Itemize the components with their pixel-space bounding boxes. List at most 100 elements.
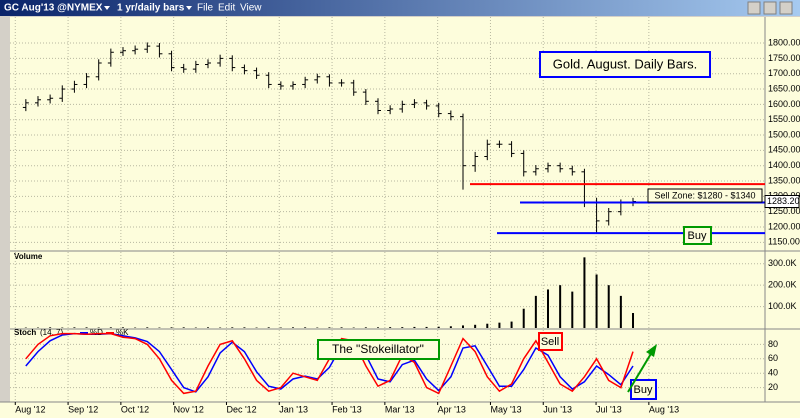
volume-bar — [304, 327, 307, 328]
y-tick-label: 1200.00 — [768, 221, 800, 231]
y-tick-label: 300.0K — [768, 258, 797, 268]
y-tick-label: 1500.00 — [768, 129, 800, 139]
y-tick-label: 1350.00 — [768, 175, 800, 185]
volume-bar — [376, 327, 379, 328]
y-tick-label: 100.0K — [768, 301, 797, 311]
y-tick-label: 60 — [768, 353, 778, 363]
last-price-label: 1283.20 — [767, 196, 800, 206]
panel-params: (14, 7) — [40, 328, 63, 337]
volume-bar — [559, 285, 562, 328]
period[interactable]: 1 yr/daily bars — [117, 3, 185, 14]
volume-bar — [231, 327, 234, 328]
y-tick-label: 1750.00 — [768, 53, 800, 63]
annotation-box — [630, 379, 657, 400]
volume-bar — [146, 327, 149, 328]
volume-bar — [498, 322, 501, 328]
x-tick-label: Aug '12 — [15, 404, 45, 414]
volume-bar — [607, 285, 610, 328]
volume-bar — [534, 295, 537, 328]
x-axis-area — [0, 402, 800, 418]
y-tick-label: 1600.00 — [768, 99, 800, 109]
volume-bar — [583, 257, 586, 328]
y-tick-label: 1150.00 — [768, 237, 800, 247]
x-tick-label: Aug '13 — [649, 404, 679, 414]
symbol[interactable]: GC Aug'13 @NYMEX — [4, 3, 103, 14]
volume-bar — [73, 327, 76, 328]
arrow — [627, 351, 653, 393]
dropdown-arrow[interactable] — [186, 6, 192, 10]
menu-item[interactable]: Edit — [218, 3, 235, 14]
menu-item[interactable]: View — [240, 3, 262, 14]
annotation-box — [539, 51, 711, 78]
volume-bar — [425, 326, 428, 328]
annotation-box — [683, 226, 712, 245]
marks: 1150.001200.001250.001300.001350.001400.… — [10, 17, 800, 414]
volume-bar — [413, 326, 416, 328]
annotations: Gold. August. Daily Bars. Sell Zone: $12… — [317, 51, 763, 400]
x-tick-label: Apr '13 — [438, 404, 466, 414]
x-tick-label: Jun '13 — [543, 404, 572, 414]
x-tick-label: Oct '12 — [121, 404, 149, 414]
annotation-box — [647, 188, 763, 203]
panel-label: Volume — [14, 252, 43, 261]
y-tick-label: 1800.00 — [768, 37, 800, 47]
x-tick-label: Sep '12 — [68, 404, 98, 414]
volume-bar — [85, 327, 88, 328]
volume-bar — [328, 327, 331, 328]
x-tick-label: Nov '12 — [174, 404, 204, 414]
volume-bar — [595, 274, 598, 328]
volume-bar — [267, 327, 270, 328]
volume-bar — [437, 326, 440, 328]
volume-bar — [109, 327, 112, 328]
legend-label: %D — [90, 328, 103, 337]
volume-bar — [364, 327, 367, 328]
x-tick-label: May '13 — [490, 404, 521, 414]
stoch-line — [25, 332, 634, 393]
y-tick-label: 80 — [768, 339, 778, 349]
y-tick-label: 40 — [768, 368, 778, 378]
volume-bar — [340, 327, 343, 328]
volume-bar — [474, 324, 477, 328]
x-tick-label: Feb '13 — [332, 404, 362, 414]
y-tick-label: 1550.00 — [768, 114, 800, 124]
annotation: Gold. August. Daily Bars. — [553, 56, 698, 71]
volume-bar — [121, 327, 124, 328]
annotation: Sell — [541, 336, 559, 348]
side-strip — [0, 16, 10, 402]
dropdown-arrow[interactable] — [104, 6, 110, 10]
button[interactable] — [763, 1, 777, 15]
plot-background — [10, 17, 800, 402]
button[interactable] — [747, 1, 761, 15]
button[interactable] — [779, 1, 793, 15]
annotation-box — [538, 332, 563, 351]
volume-bar — [522, 308, 525, 328]
volume-bar — [547, 289, 550, 328]
volume-bar — [462, 325, 464, 328]
x-tick-label: Mar '13 — [385, 404, 415, 414]
volume-bar — [486, 323, 489, 328]
y-tick-label: 1650.00 — [768, 83, 800, 93]
arrow-head — [646, 344, 657, 357]
annotation: Sell Zone: $1280 - $1340 — [654, 190, 755, 200]
volume-bar — [632, 313, 635, 328]
y-tick-label: 1450.00 — [768, 145, 800, 155]
title-bar — [0, 0, 800, 16]
annotation-box — [317, 339, 440, 360]
volume-bar — [170, 327, 173, 328]
volume-bar — [571, 291, 574, 328]
window-buttons — [747, 1, 793, 15]
y-tick-label: 1250.00 — [768, 206, 800, 216]
y-tick-label: 1700.00 — [768, 68, 800, 78]
volume-bar — [389, 327, 392, 328]
panel-label: Stoch — [14, 328, 36, 337]
volume-bar — [619, 295, 622, 328]
volume-bar — [206, 327, 209, 328]
volume-bar — [49, 327, 52, 328]
menu-item[interactable]: File — [197, 3, 214, 14]
x-tick-label: Jul '13 — [596, 404, 622, 414]
volume-bar — [182, 327, 185, 328]
volume-bar — [449, 326, 452, 328]
legend-label: %K — [116, 328, 129, 337]
volume-bar — [510, 321, 513, 328]
